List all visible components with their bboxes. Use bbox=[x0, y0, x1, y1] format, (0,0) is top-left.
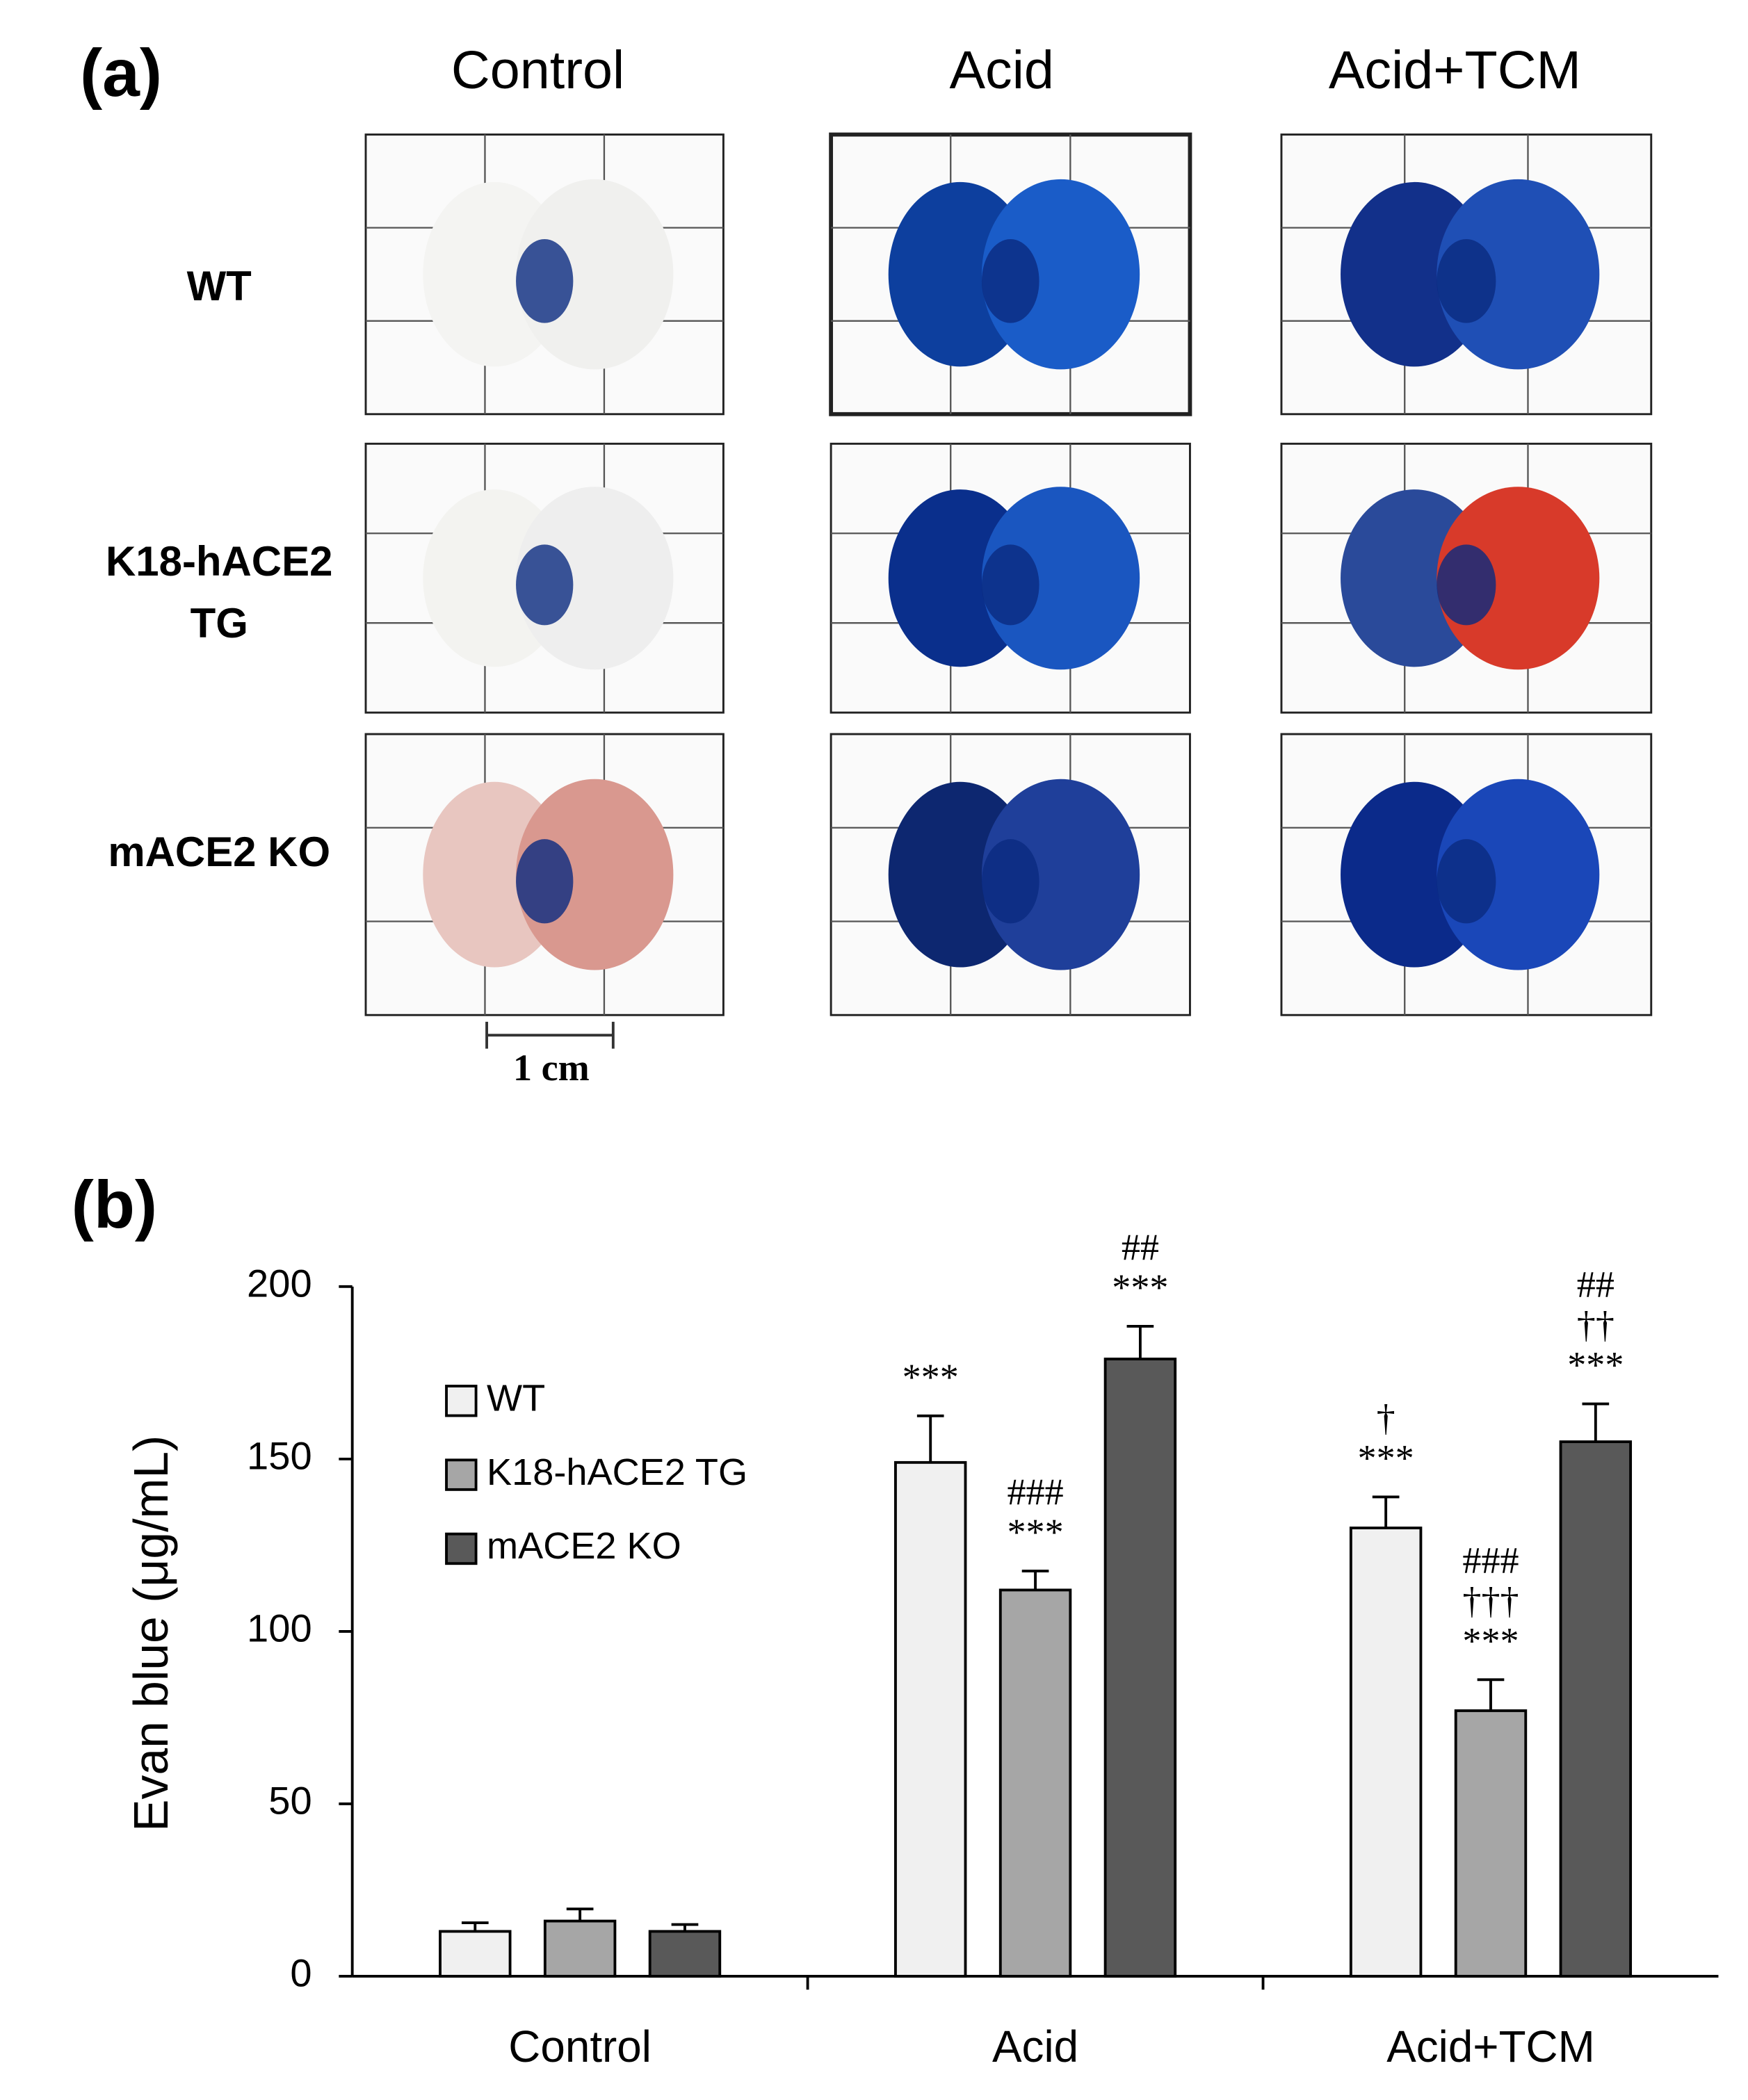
legend-label: mACE2 KO bbox=[487, 1525, 681, 1567]
significance-label: ### bbox=[1007, 1471, 1063, 1513]
row-label: mACE2 KO bbox=[108, 829, 330, 875]
x-tick-label: Acid+TCM bbox=[1386, 2021, 1595, 2071]
bar bbox=[1454, 1709, 1528, 1978]
legend-swatch bbox=[445, 1458, 478, 1491]
significance-label: ## bbox=[1577, 1264, 1615, 1305]
error-bar bbox=[1126, 1324, 1154, 1360]
bar bbox=[1349, 1527, 1423, 1978]
lung bbox=[981, 179, 1140, 370]
bar bbox=[543, 1919, 617, 1978]
lung bbox=[1437, 239, 1496, 323]
significance-label: *** bbox=[1358, 1438, 1414, 1479]
lung bbox=[1437, 839, 1496, 924]
significance-label: ††† bbox=[1462, 1579, 1519, 1621]
column-header: Acid bbox=[949, 40, 1053, 100]
y-tick-label: 150 bbox=[247, 1434, 312, 1478]
bar bbox=[648, 1930, 722, 1978]
bar bbox=[439, 1930, 512, 1978]
row-label: K18-hACE2 bbox=[106, 538, 332, 585]
row-label: TG bbox=[191, 600, 248, 646]
lung bbox=[981, 779, 1140, 970]
significance-label: *** bbox=[1462, 1620, 1519, 1661]
lung bbox=[981, 487, 1140, 670]
significance-label: ## bbox=[1122, 1226, 1159, 1268]
photo-panel bbox=[364, 132, 1653, 1016]
lung bbox=[516, 179, 674, 370]
significance-label: *** bbox=[1007, 1511, 1063, 1553]
column-header: Acid+TCM bbox=[1329, 40, 1581, 100]
legend-swatch bbox=[445, 1532, 478, 1565]
x-tick-label: Acid bbox=[992, 2021, 1078, 2071]
lung bbox=[1437, 544, 1496, 626]
error-bar bbox=[1582, 1402, 1610, 1442]
error-bar bbox=[671, 1923, 699, 1932]
panel-label: (a) bbox=[80, 35, 162, 111]
scale-label: 1 cm bbox=[513, 1047, 590, 1089]
significance-label: *** bbox=[903, 1356, 959, 1398]
x-tick-label: Control bbox=[508, 2021, 652, 2071]
bar bbox=[1103, 1358, 1177, 1978]
y-tick-label: 50 bbox=[268, 1779, 311, 1823]
legend-label: WT bbox=[487, 1378, 545, 1419]
significance-label: ### bbox=[1462, 1539, 1519, 1581]
lung bbox=[1437, 779, 1600, 970]
error-bar bbox=[1477, 1678, 1505, 1711]
error-bar bbox=[566, 1907, 594, 1921]
lung bbox=[516, 239, 574, 323]
column-header: Control bbox=[451, 40, 624, 100]
error-bar bbox=[461, 1921, 489, 1932]
bar bbox=[1559, 1440, 1633, 1978]
lung bbox=[1437, 179, 1600, 370]
significance-label: *** bbox=[1112, 1267, 1168, 1308]
legend-swatch bbox=[445, 1385, 478, 1417]
y-axis-label: Evan blue (μg/mL) bbox=[124, 1435, 178, 1832]
lung bbox=[516, 544, 574, 626]
lung bbox=[981, 239, 1039, 323]
error-bar bbox=[1372, 1495, 1400, 1529]
bar bbox=[998, 1588, 1072, 1978]
lung bbox=[1437, 487, 1600, 670]
significance-label: *** bbox=[1567, 1344, 1624, 1386]
significance-label: †† bbox=[1577, 1304, 1615, 1346]
lung bbox=[516, 487, 674, 670]
bar bbox=[894, 1460, 967, 1978]
lung bbox=[981, 544, 1039, 626]
row-label: WT bbox=[187, 263, 252, 309]
error-bar bbox=[916, 1414, 944, 1463]
error-bar bbox=[1021, 1570, 1049, 1590]
lung bbox=[516, 839, 574, 924]
y-tick-label: 100 bbox=[247, 1606, 312, 1650]
y-tick-label: 200 bbox=[247, 1262, 312, 1305]
panel-label: (b) bbox=[72, 1167, 157, 1242]
legend-label: K18-hACE2 TG bbox=[487, 1451, 747, 1493]
lung bbox=[981, 839, 1039, 924]
y-tick-label: 0 bbox=[290, 1951, 311, 1995]
significance-label: † bbox=[1377, 1397, 1395, 1439]
lung bbox=[516, 779, 674, 970]
